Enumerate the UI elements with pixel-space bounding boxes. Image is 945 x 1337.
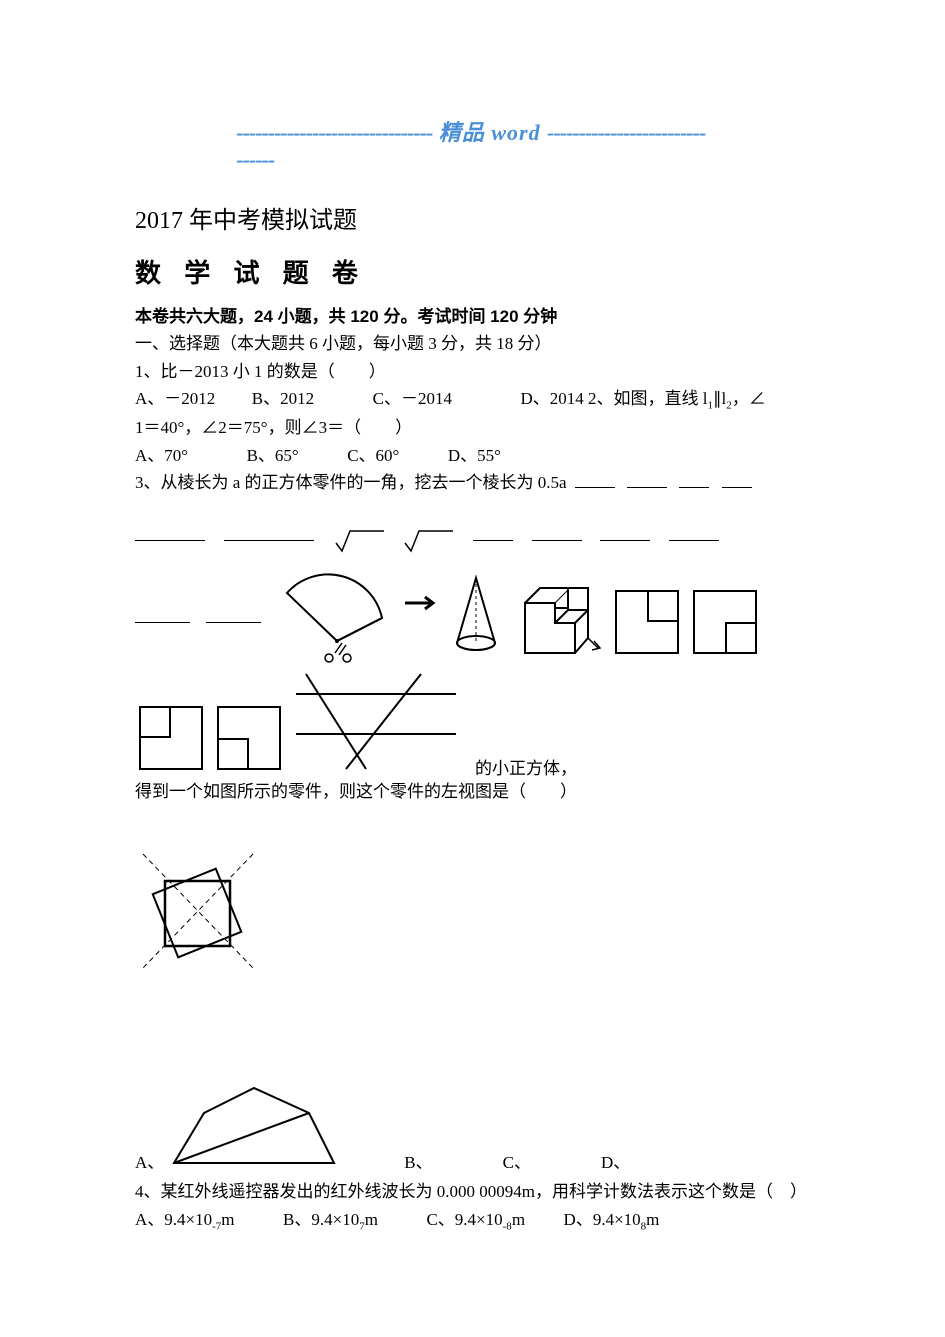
sqrt-row <box>135 527 835 553</box>
q2-opt-b: B、65° <box>247 446 299 465</box>
blank-3 <box>679 487 709 488</box>
q2-mid: ∥l <box>713 389 726 408</box>
q4-opt-b: B、9.4×10 <box>283 1210 359 1229</box>
q4: 4、某红外线遥控器发出的红外线波长为 0.000 00094m，用科学计数法表示… <box>135 1179 835 1205</box>
intro: 本卷共六大题，24 小题，共 120 分。考试时间 120 分钟 <box>135 304 835 330</box>
q2-line2: 1＝40°，∠2＝75°，则∠3＝（ ） <box>135 415 835 441</box>
q4-opt-d: D、9.4×10 <box>564 1210 641 1229</box>
q1-opt-d-q2: D、2014 2、如图，直线 l <box>520 389 707 408</box>
figure-row-1 <box>135 563 835 663</box>
q1-opt-b: B、2012 <box>252 389 314 408</box>
q4-opt-d-unit: m <box>646 1210 659 1229</box>
section-1-heading: 一、选择题（本大题共 6 小题，每小题 3 分，共 18 分） <box>135 331 835 357</box>
dashes-left: ------------------------------- <box>236 120 432 145</box>
q3-line2: 得到一个如图所示的零件，则这个零件的左视图是（ ） <box>135 779 835 805</box>
polygon-icon <box>164 1073 344 1173</box>
q3-text: 3、从棱长为 a 的正方体零件的一角，挖去一个棱长为 0.5a <box>135 473 567 492</box>
rotated-square-icon <box>135 846 265 976</box>
q4-opt-a-sub: -7 <box>212 1220 221 1232</box>
q4-options: A、9.4×10-7m B、9.4×107m C、9.4×10-8m D、9.4… <box>135 1207 835 1235</box>
q4-opt-c-sub: -8 <box>503 1220 512 1232</box>
q2-opt-c: C、60° <box>347 446 399 465</box>
q3-opt-a: A、 <box>135 1148 164 1173</box>
q4-opt-c-unit: m <box>512 1210 525 1229</box>
parallel-lines-icon <box>291 669 461 779</box>
u5 <box>600 540 650 541</box>
sqrt-icon-1 <box>334 529 384 553</box>
q1: 1、比－2013 小 1 的数是（ ） <box>135 359 835 385</box>
q4-opt-a: A、9.4×10 <box>135 1210 212 1229</box>
cut-cube-icon <box>510 563 605 663</box>
q1-opt-c: C、－2014 <box>373 389 452 408</box>
figure-row-2: 的小正方体， <box>135 669 835 779</box>
header-label: 精品 word <box>439 120 541 145</box>
cone-sector-icon <box>267 573 397 663</box>
square-view-1-icon <box>611 581 683 663</box>
q3-opt-c: C、 <box>503 1148 531 1173</box>
cone-icon <box>449 573 504 663</box>
u3 <box>473 540 513 541</box>
arrow-icon <box>403 573 443 663</box>
u6 <box>669 540 719 541</box>
q2-opt-d: D、55° <box>448 446 501 465</box>
u1 <box>135 540 205 541</box>
page-header: ------------------------------- 精品 word … <box>236 115 709 173</box>
u2 <box>224 540 314 541</box>
q4-opt-a-unit: m <box>221 1210 234 1229</box>
u8 <box>206 622 261 623</box>
square-view-3-icon <box>135 697 207 779</box>
blank-2 <box>627 487 667 488</box>
q4-opt-b-unit: m <box>365 1210 378 1229</box>
blank-1 <box>575 487 615 488</box>
square-view-4-icon <box>213 697 285 779</box>
q2-end: ，∠ <box>732 389 766 408</box>
square-view-2-icon <box>689 581 761 663</box>
q2-options: A、70° B、65° C、60° D、55° <box>135 443 835 469</box>
q3-option-row: A、 B、 C、 D、 <box>135 1073 835 1173</box>
title-year: 2017 年中考模拟试题 <box>135 200 835 235</box>
q3-opt-b: B、 <box>404 1148 432 1173</box>
title-main: 数 学 试 题 卷 <box>135 253 835 290</box>
q1-options-q2-start: A、－2012 B、2012 C、－2014 D、2014 2、如图，直线 l1… <box>135 386 835 414</box>
q1-opt-a: A、－2012 <box>135 389 215 408</box>
document-body: 2017 年中考模拟试题 数 学 试 题 卷 本卷共六大题，24 小题，共 12… <box>135 200 835 1236</box>
u4 <box>532 540 582 541</box>
q3-opt-d: D、 <box>601 1148 630 1173</box>
q3: 3、从棱长为 a 的正方体零件的一角，挖去一个棱长为 0.5a <box>135 470 835 496</box>
q2-opt-a: A、70° <box>135 446 188 465</box>
q4-opt-c: C、9.4×10 <box>426 1210 502 1229</box>
u7 <box>135 622 190 623</box>
sqrt-icon-2 <box>403 529 453 553</box>
q3-mid-text: 的小正方体， <box>475 754 577 779</box>
blank-4 <box>722 487 752 488</box>
